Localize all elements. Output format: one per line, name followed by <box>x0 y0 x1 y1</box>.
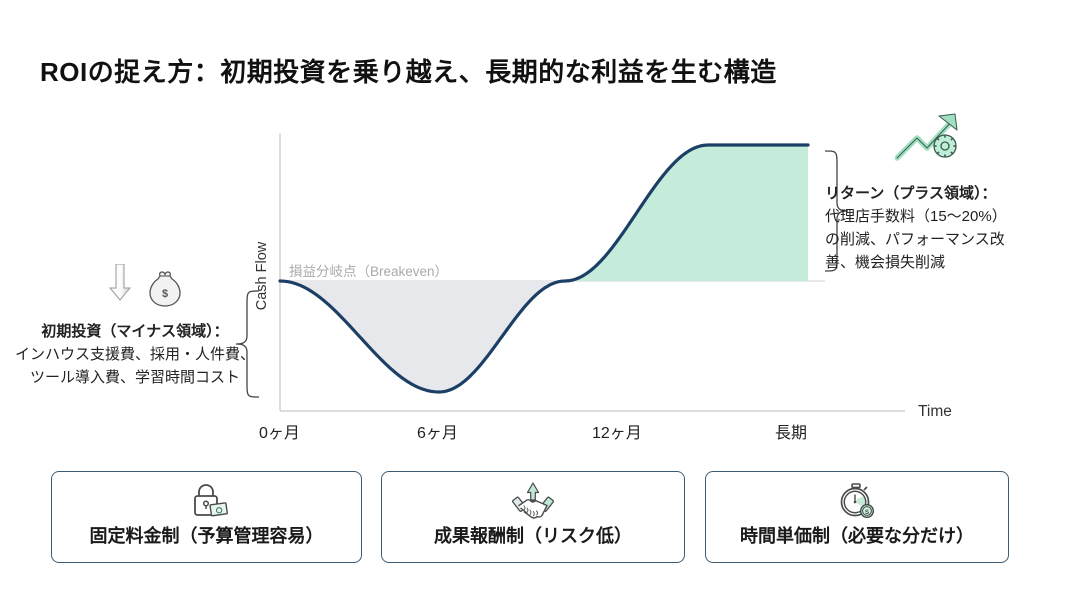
svg-text:Cash Flow: Cash Flow <box>254 241 270 310</box>
svg-text:損益分岐点（Breakeven）: 損益分岐点（Breakeven） <box>289 264 448 279</box>
svg-text:$: $ <box>162 288 168 300</box>
svg-text:S: S <box>865 509 869 516</box>
svg-text:12ヶ月: 12ヶ月 <box>592 425 642 442</box>
svg-text:長期: 長期 <box>775 424 807 442</box>
svg-text:Time: Time <box>918 403 952 420</box>
svg-text:0ヶ月: 0ヶ月 <box>259 425 300 442</box>
svg-text:6ヶ月: 6ヶ月 <box>417 425 458 442</box>
